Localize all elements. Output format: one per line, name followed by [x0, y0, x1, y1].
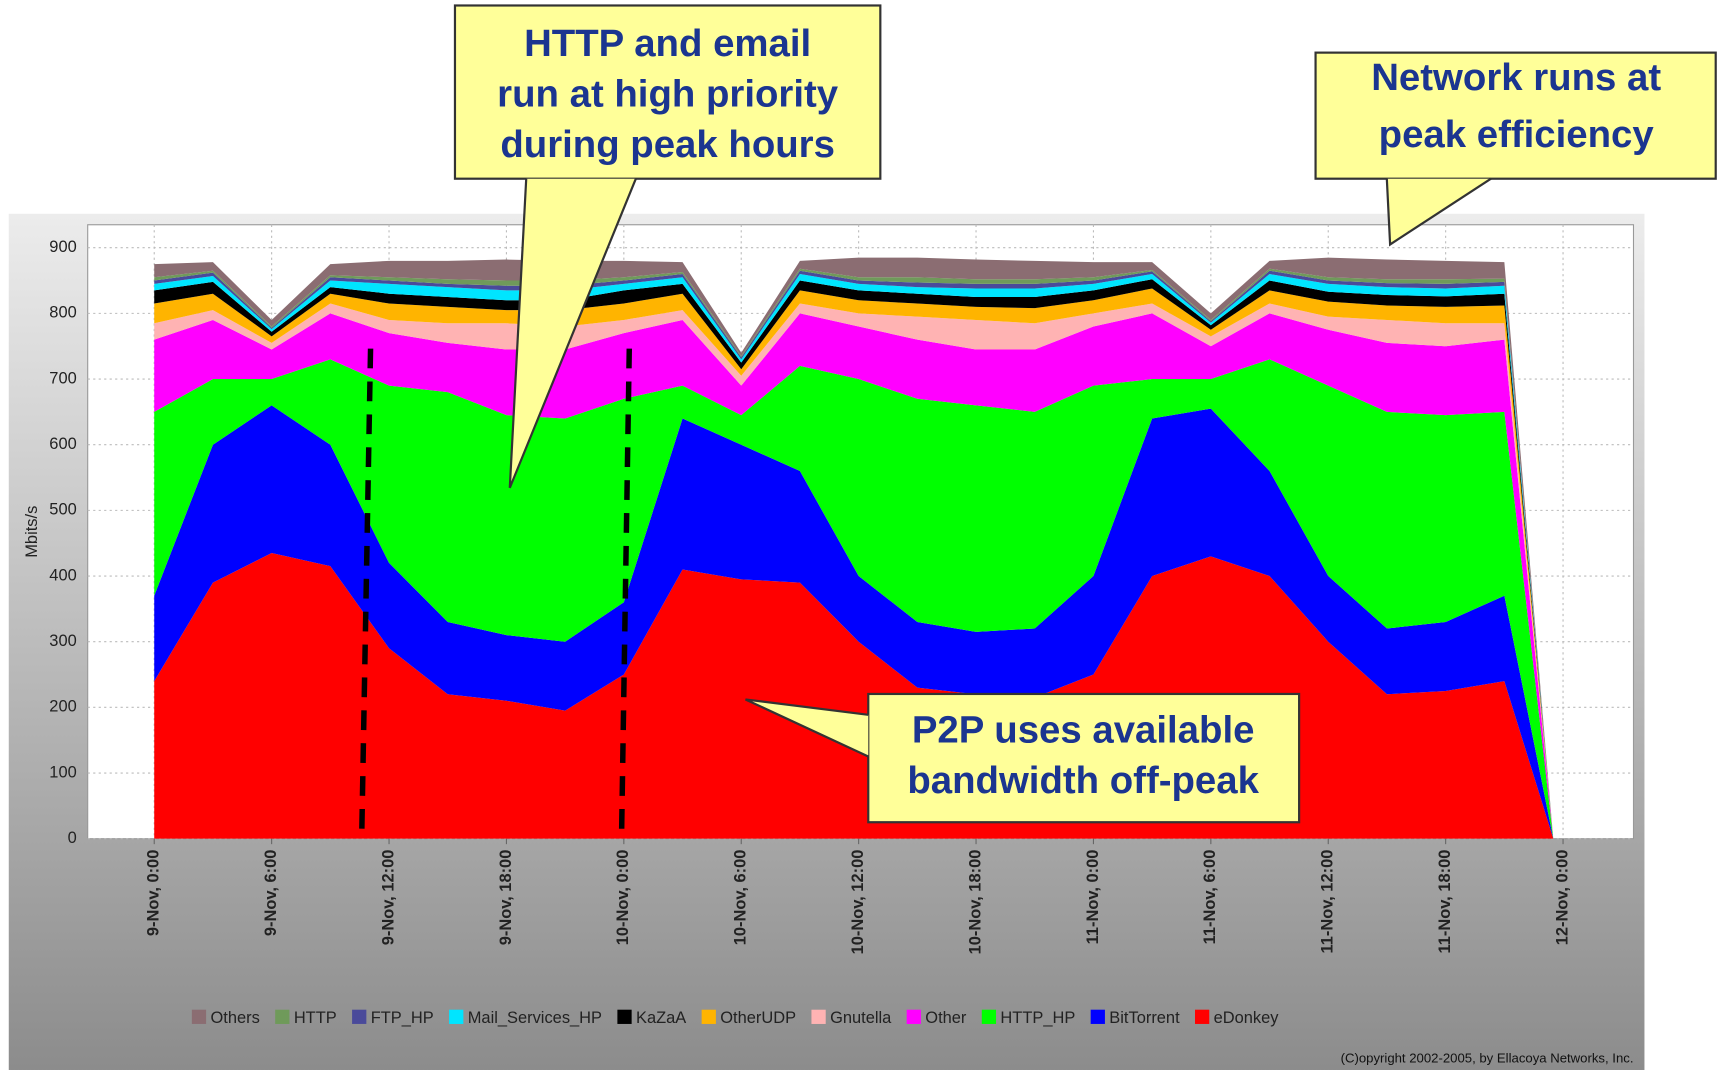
callout-box	[867, 692, 1301, 824]
legend-swatch	[191, 1009, 207, 1024]
x-tick-label: 9-Nov, 6:00	[262, 850, 280, 936]
x-tick-label: 11-Nov, 6:00	[1201, 850, 1219, 945]
y-axis-label: Mbits/s	[23, 506, 41, 558]
legend-swatch	[1090, 1009, 1105, 1024]
legend-swatch	[906, 1009, 921, 1024]
legend-swatch	[981, 1009, 997, 1024]
legend-label: HTTP_HP	[1000, 1009, 1075, 1027]
legend-label: Gnutella	[830, 1009, 892, 1027]
legend-swatch	[811, 1009, 826, 1024]
callout-text: HTTP and email	[524, 22, 811, 65]
callout-text: Network runs at	[1371, 56, 1661, 99]
y-tick-label: 200	[49, 698, 76, 716]
legend-swatch	[1195, 1009, 1210, 1024]
y-tick-label: 500	[49, 501, 76, 519]
y-tick-label: 400	[49, 566, 76, 584]
y-tick-label: 800	[49, 304, 76, 322]
y-tick-label: 300	[49, 632, 76, 650]
callout-text: P2P uses available	[912, 708, 1255, 751]
callout-text: during peak hours	[500, 123, 835, 166]
x-tick-label: 9-Nov, 0:00	[145, 850, 163, 936]
legend-label: BitTorrent	[1109, 1009, 1180, 1027]
legend-label: FTP_HP	[371, 1009, 434, 1027]
legend-label: OtherUDP	[720, 1009, 796, 1027]
area	[154, 313, 1554, 839]
y-tick-label: 900	[49, 238, 76, 256]
legend-swatch	[275, 1009, 290, 1024]
x-tick-label: 11-Nov, 18:00	[1436, 850, 1454, 954]
dashed-marker	[618, 348, 633, 834]
legend-swatch	[701, 1009, 716, 1024]
legend-swatch	[352, 1009, 367, 1024]
x-tick-label: 9-Nov, 12:00	[379, 850, 397, 946]
y-tick-label: 0	[68, 829, 77, 847]
legend-label: KaZaA	[636, 1009, 686, 1027]
x-tick-label: 11-Nov, 12:00	[1319, 850, 1337, 954]
x-tick-label: 11-Nov, 0:00	[1084, 850, 1102, 945]
legend-swatch	[617, 1009, 632, 1024]
callout-text: run at high priority	[497, 73, 839, 116]
legend-label: eDonkey	[1214, 1009, 1280, 1027]
area	[154, 359, 1554, 839]
copyright: (C)opyright 2002-2005, by Ellacoya Netwo…	[1341, 1051, 1634, 1066]
y-tick-label: 700	[49, 369, 76, 387]
legend-label: Mail_Services_HP	[468, 1009, 602, 1027]
callout-pointer-edge	[508, 178, 637, 489]
x-tick-label: 12-Nov, 0:00	[1553, 850, 1571, 946]
callout-pointer-edge	[1385, 177, 1492, 247]
dashed-marker	[359, 348, 374, 834]
legend-label: Others	[210, 1009, 259, 1027]
callout-box	[453, 4, 882, 180]
callout-pointer-edge	[745, 698, 869, 758]
legend-swatch	[449, 1009, 464, 1024]
x-tick-label: 10-Nov, 6:00	[732, 850, 750, 946]
legend-label: Other	[925, 1009, 967, 1027]
area	[154, 405, 1554, 839]
legend-label: HTTP	[294, 1009, 337, 1027]
y-tick-label: 100	[49, 763, 76, 781]
callout-box	[1314, 51, 1717, 180]
x-tick-label: 10-Nov, 0:00	[614, 850, 632, 946]
y-tick-label: 600	[49, 435, 76, 453]
callout-text: peak efficiency	[1379, 113, 1655, 156]
callout-text: bandwidth off-peak	[907, 759, 1259, 802]
x-tick-label: 10-Nov, 18:00	[966, 850, 984, 955]
x-tick-label: 9-Nov, 18:00	[497, 850, 515, 946]
x-tick-label: 10-Nov, 12:00	[849, 850, 867, 955]
